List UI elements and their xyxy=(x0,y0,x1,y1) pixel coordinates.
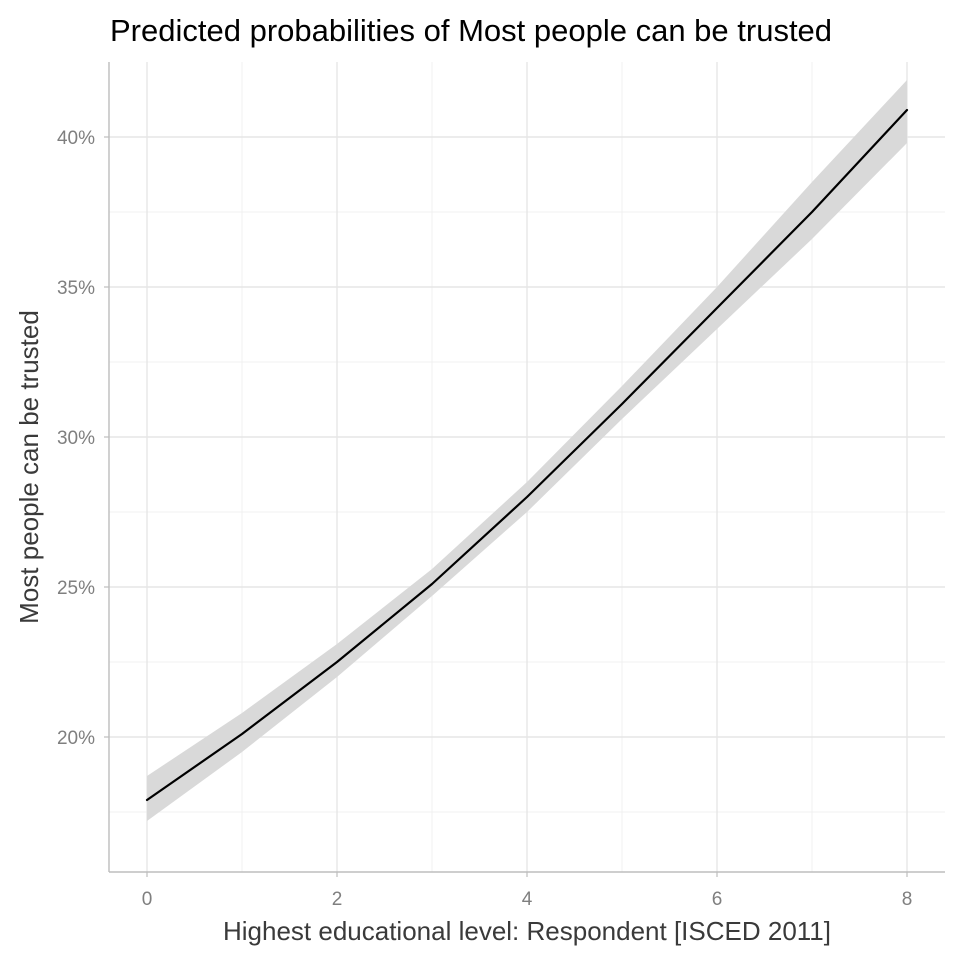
tick-layer: 0 2 4 6 8 20% 25% 30% 35% 40% xyxy=(57,128,912,910)
x-tick-label: 6 xyxy=(712,889,723,910)
grid xyxy=(109,62,945,872)
chart-title: Predicted probabilities of Most people c… xyxy=(110,13,832,48)
line-layer xyxy=(145,108,909,802)
predicted-line xyxy=(145,108,909,802)
x-tick-label: 4 xyxy=(522,889,533,910)
y-axis-title: Most people can be trusted xyxy=(14,310,44,624)
y-tick-label: 40% xyxy=(57,128,95,149)
x-tick-label: 2 xyxy=(332,889,343,910)
x-tick-label: 8 xyxy=(902,889,913,910)
y-tick-label: 20% xyxy=(57,728,95,749)
y-tick-label: 25% xyxy=(57,578,95,599)
y-tick-label: 35% xyxy=(57,278,95,299)
x-tick-label: 0 xyxy=(142,889,153,910)
y-tick-label: 30% xyxy=(57,428,95,449)
x-axis-title: Highest educational level: Respondent [I… xyxy=(223,916,831,946)
